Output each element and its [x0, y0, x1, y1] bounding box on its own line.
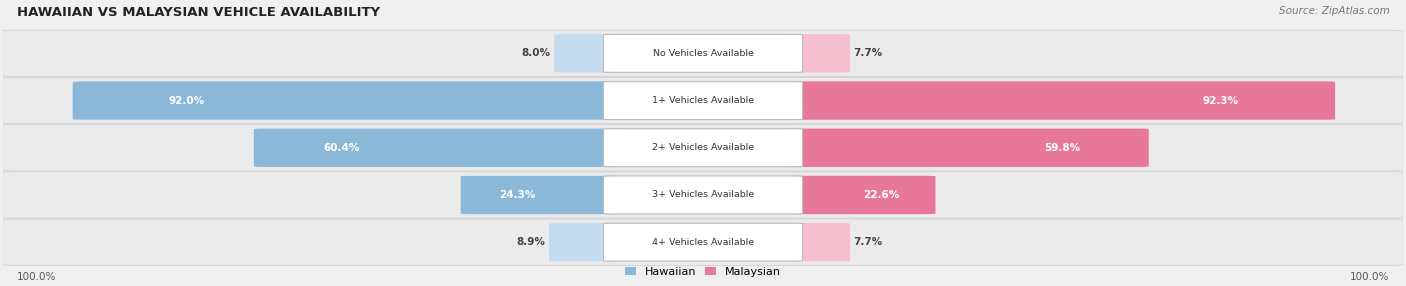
- Text: 4+ Vehicles Available: 4+ Vehicles Available: [652, 238, 754, 247]
- FancyBboxPatch shape: [603, 129, 803, 167]
- Text: 60.4%: 60.4%: [323, 143, 360, 153]
- FancyBboxPatch shape: [786, 34, 851, 73]
- FancyBboxPatch shape: [554, 34, 620, 73]
- Text: HAWAIIAN VS MALAYSIAN VEHICLE AVAILABILITY: HAWAIIAN VS MALAYSIAN VEHICLE AVAILABILI…: [17, 6, 380, 19]
- FancyBboxPatch shape: [3, 78, 1403, 124]
- FancyBboxPatch shape: [603, 176, 803, 214]
- FancyBboxPatch shape: [786, 223, 851, 261]
- FancyBboxPatch shape: [603, 223, 803, 261]
- FancyBboxPatch shape: [3, 172, 1403, 218]
- Legend: Hawaiian, Malaysian: Hawaiian, Malaysian: [624, 267, 782, 277]
- Text: 24.3%: 24.3%: [499, 190, 536, 200]
- FancyBboxPatch shape: [254, 129, 620, 167]
- Text: 92.3%: 92.3%: [1202, 96, 1239, 106]
- Text: Source: ZipAtlas.com: Source: ZipAtlas.com: [1278, 6, 1389, 16]
- Text: 59.8%: 59.8%: [1045, 143, 1080, 153]
- FancyBboxPatch shape: [73, 82, 620, 120]
- FancyBboxPatch shape: [3, 30, 1403, 77]
- Text: 3+ Vehicles Available: 3+ Vehicles Available: [652, 190, 754, 199]
- FancyBboxPatch shape: [3, 219, 1403, 265]
- Text: 100.0%: 100.0%: [17, 272, 56, 282]
- Text: 1+ Vehicles Available: 1+ Vehicles Available: [652, 96, 754, 105]
- FancyBboxPatch shape: [786, 129, 1149, 167]
- Text: 22.6%: 22.6%: [863, 190, 898, 200]
- Text: 100.0%: 100.0%: [1350, 272, 1389, 282]
- Text: 92.0%: 92.0%: [169, 96, 205, 106]
- FancyBboxPatch shape: [461, 176, 620, 214]
- Text: No Vehicles Available: No Vehicles Available: [652, 49, 754, 58]
- Text: 2+ Vehicles Available: 2+ Vehicles Available: [652, 143, 754, 152]
- FancyBboxPatch shape: [786, 82, 1336, 120]
- Text: 8.9%: 8.9%: [516, 237, 546, 247]
- FancyBboxPatch shape: [603, 34, 803, 72]
- FancyBboxPatch shape: [786, 176, 935, 214]
- FancyBboxPatch shape: [548, 223, 620, 261]
- Text: 8.0%: 8.0%: [522, 48, 551, 58]
- Text: 7.7%: 7.7%: [853, 237, 883, 247]
- FancyBboxPatch shape: [3, 125, 1403, 171]
- Text: 7.7%: 7.7%: [853, 48, 883, 58]
- FancyBboxPatch shape: [603, 82, 803, 120]
